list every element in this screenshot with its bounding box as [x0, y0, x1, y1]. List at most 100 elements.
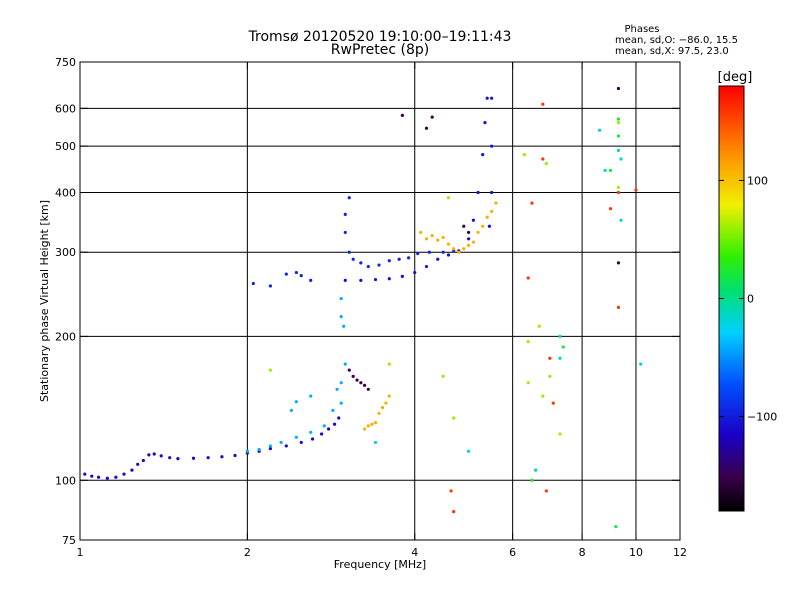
data-point	[462, 224, 466, 228]
data-point	[83, 472, 87, 476]
data-point	[343, 362, 347, 366]
data-point	[467, 237, 471, 241]
data-point	[309, 394, 313, 398]
data-point	[268, 444, 272, 448]
colorbar-label: [deg]	[718, 70, 753, 85]
axis-ticks	[79, 61, 681, 541]
data-point	[268, 446, 272, 451]
data-point	[619, 218, 623, 222]
data-point	[436, 257, 440, 261]
data-point	[380, 405, 385, 410]
data-point	[452, 247, 456, 251]
data-point	[487, 224, 492, 228]
y-tick-label: 200	[55, 330, 76, 343]
data-point	[449, 489, 453, 493]
data-point	[387, 277, 391, 281]
data-point	[544, 489, 548, 493]
data-point	[90, 474, 94, 478]
data-point	[494, 201, 498, 205]
grid-lines	[80, 62, 680, 540]
x-tick-labels: 1 2 4 6 8 10 12	[77, 546, 688, 559]
data-point	[141, 458, 145, 463]
data-point	[424, 264, 429, 269]
data-point	[268, 284, 272, 288]
data-point	[616, 261, 621, 265]
colorbar-ticks: 100 0 −100	[719, 174, 777, 424]
data-point	[416, 252, 420, 256]
data-point	[309, 430, 313, 434]
y-axis-label: Stationary phase Virtual Height [km]	[38, 200, 51, 402]
data-point	[342, 324, 346, 328]
data-point	[397, 257, 401, 261]
data-point	[616, 121, 621, 125]
data-point	[309, 278, 313, 282]
data-point	[526, 340, 530, 344]
data-point	[446, 253, 451, 257]
data-point	[483, 121, 487, 125]
data-point	[471, 218, 475, 222]
data-point	[476, 230, 480, 235]
data-point	[441, 374, 445, 378]
data-point	[245, 449, 249, 453]
data-point	[467, 449, 471, 453]
data-points	[83, 86, 643, 529]
data-point	[362, 427, 367, 431]
y-tick-label: 300	[55, 246, 76, 259]
data-point	[191, 456, 196, 460]
phase-summary-x: mean, sd,X: 97.5, 23.0	[615, 46, 729, 57]
data-point	[558, 334, 562, 338]
data-point	[534, 468, 538, 472]
colorbar-tick-label: −100	[747, 411, 777, 424]
data-point	[490, 190, 494, 195]
data-point	[490, 96, 494, 100]
data-point	[294, 435, 298, 439]
data-point	[551, 401, 555, 405]
data-point	[436, 238, 440, 242]
data-point	[446, 196, 451, 200]
y-tick-label: 600	[55, 102, 76, 115]
data-point	[373, 440, 378, 445]
data-point	[481, 153, 485, 157]
data-point	[366, 387, 370, 391]
y-tick-label: 750	[55, 56, 76, 69]
data-point	[526, 276, 530, 280]
data-point	[548, 374, 552, 378]
data-point	[490, 144, 494, 148]
data-point	[294, 270, 298, 275]
data-point	[441, 235, 445, 240]
data-point	[176, 457, 180, 461]
phase-summary-heading: Phases	[624, 24, 659, 35]
data-point	[377, 263, 381, 267]
data-point	[537, 324, 541, 328]
phase-summary-o: mean, sd,O: −86.0, 15.5	[615, 35, 738, 46]
data-point	[322, 424, 326, 428]
data-point	[335, 387, 339, 391]
data-point	[639, 362, 643, 366]
y-tick-labels: 75 100 200 300 400 500 600 750	[55, 56, 76, 547]
data-point	[339, 401, 343, 405]
data-point	[351, 374, 355, 378]
data-point	[359, 261, 363, 265]
data-point	[490, 209, 494, 214]
data-point	[634, 188, 638, 192]
data-point	[114, 475, 118, 479]
data-point	[257, 447, 261, 452]
data-point	[597, 128, 602, 132]
x-tick-label: 1	[77, 546, 84, 559]
data-point	[233, 453, 237, 458]
data-point	[168, 456, 172, 460]
data-point	[424, 237, 429, 241]
data-point	[279, 440, 283, 445]
data-point	[130, 468, 134, 472]
data-point	[427, 250, 431, 254]
data-point	[331, 408, 335, 413]
data-point	[457, 250, 461, 254]
data-point	[561, 345, 565, 349]
data-point	[284, 444, 288, 448]
data-point	[355, 378, 359, 382]
data-point	[366, 424, 370, 428]
data-point	[327, 427, 331, 431]
data-point	[284, 272, 288, 276]
data-point	[373, 421, 378, 425]
data-point	[347, 250, 351, 254]
